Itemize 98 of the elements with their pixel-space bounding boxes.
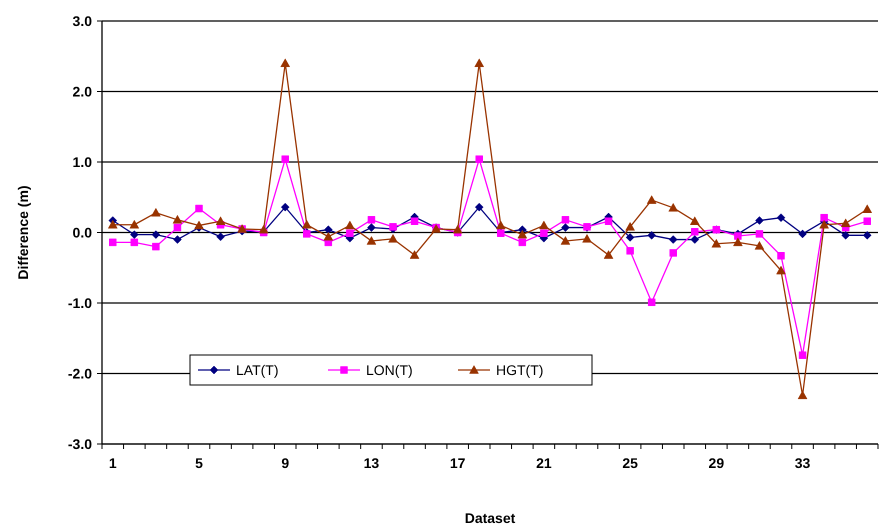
point [560,236,570,245]
point [862,231,872,240]
y-tick-label: 3.0 [72,12,92,29]
point [109,238,117,246]
point [540,229,548,237]
point [172,215,182,224]
x-tick-label: 5 [195,455,204,471]
x-tick-label: 25 [622,455,638,471]
point [410,250,420,259]
point [690,235,700,244]
x-axis-title: Dataset [464,510,516,526]
point [776,266,786,274]
x-tick-label: 13 [364,455,380,471]
point [669,249,677,257]
point [496,220,506,230]
point [346,229,354,237]
y-tick-label: 2.0 [72,83,92,100]
legend-label: LON(T) [366,362,413,378]
point [626,247,634,255]
point [862,204,872,213]
point [368,216,376,224]
point [626,233,634,242]
point [389,223,397,231]
y-tick-label: 1.0 [72,154,92,170]
x-tick-label: 9 [281,455,290,471]
point [561,223,570,232]
point [734,232,742,240]
point [367,223,376,232]
point [841,231,850,240]
point [258,224,268,234]
point [195,204,203,212]
point [819,220,829,228]
point [173,235,182,244]
point [756,230,764,238]
point [562,216,570,224]
point [518,230,528,238]
point [776,213,786,222]
point [777,252,785,260]
point [798,390,808,400]
y-tick-label: -1.0 [68,294,92,311]
point [130,238,138,246]
point [216,232,225,241]
point [216,216,226,225]
y-tick-label: 0.0 [72,224,92,240]
point [474,58,484,68]
point [755,216,764,225]
point [194,220,204,230]
point [647,231,656,240]
point [281,155,289,163]
point [280,202,290,212]
point [518,238,526,246]
point [388,234,398,243]
point [366,236,376,245]
point [648,298,656,306]
point [690,216,700,225]
point [604,217,612,225]
x-tick-label: 21 [536,455,552,471]
point [863,217,871,225]
point [130,220,140,228]
point [108,220,118,228]
point [410,217,418,225]
point [798,351,806,359]
y-tick-label: -2.0 [68,365,92,382]
point [152,242,160,250]
point [754,241,764,250]
x-tick-label: 17 [450,455,466,471]
point [582,234,592,243]
point [840,218,850,228]
point [324,225,333,234]
point [798,230,807,238]
point [712,239,722,248]
point [604,250,614,259]
y-axis-title: Difference (m) [15,185,31,280]
point [475,155,483,163]
point [152,230,160,239]
point [668,203,678,212]
point [452,224,462,234]
legend-label: LAT(T) [236,362,279,378]
point [668,235,678,244]
point [174,224,182,232]
y-tick-label: -3.0 [68,436,92,452]
point [539,220,549,230]
point [733,238,743,246]
point [302,220,312,228]
legend-label: HGT(T) [496,362,544,378]
x-tick-label: 29 [708,455,724,471]
point [130,230,139,239]
point [820,214,828,222]
x-tick-label: 33 [794,455,811,471]
point [646,195,656,204]
point [345,220,355,230]
point [691,228,699,236]
x-tick-label: 1 [108,455,117,471]
point [151,208,161,217]
point [280,58,290,68]
point [474,202,484,212]
point [625,222,635,231]
point [324,232,334,240]
